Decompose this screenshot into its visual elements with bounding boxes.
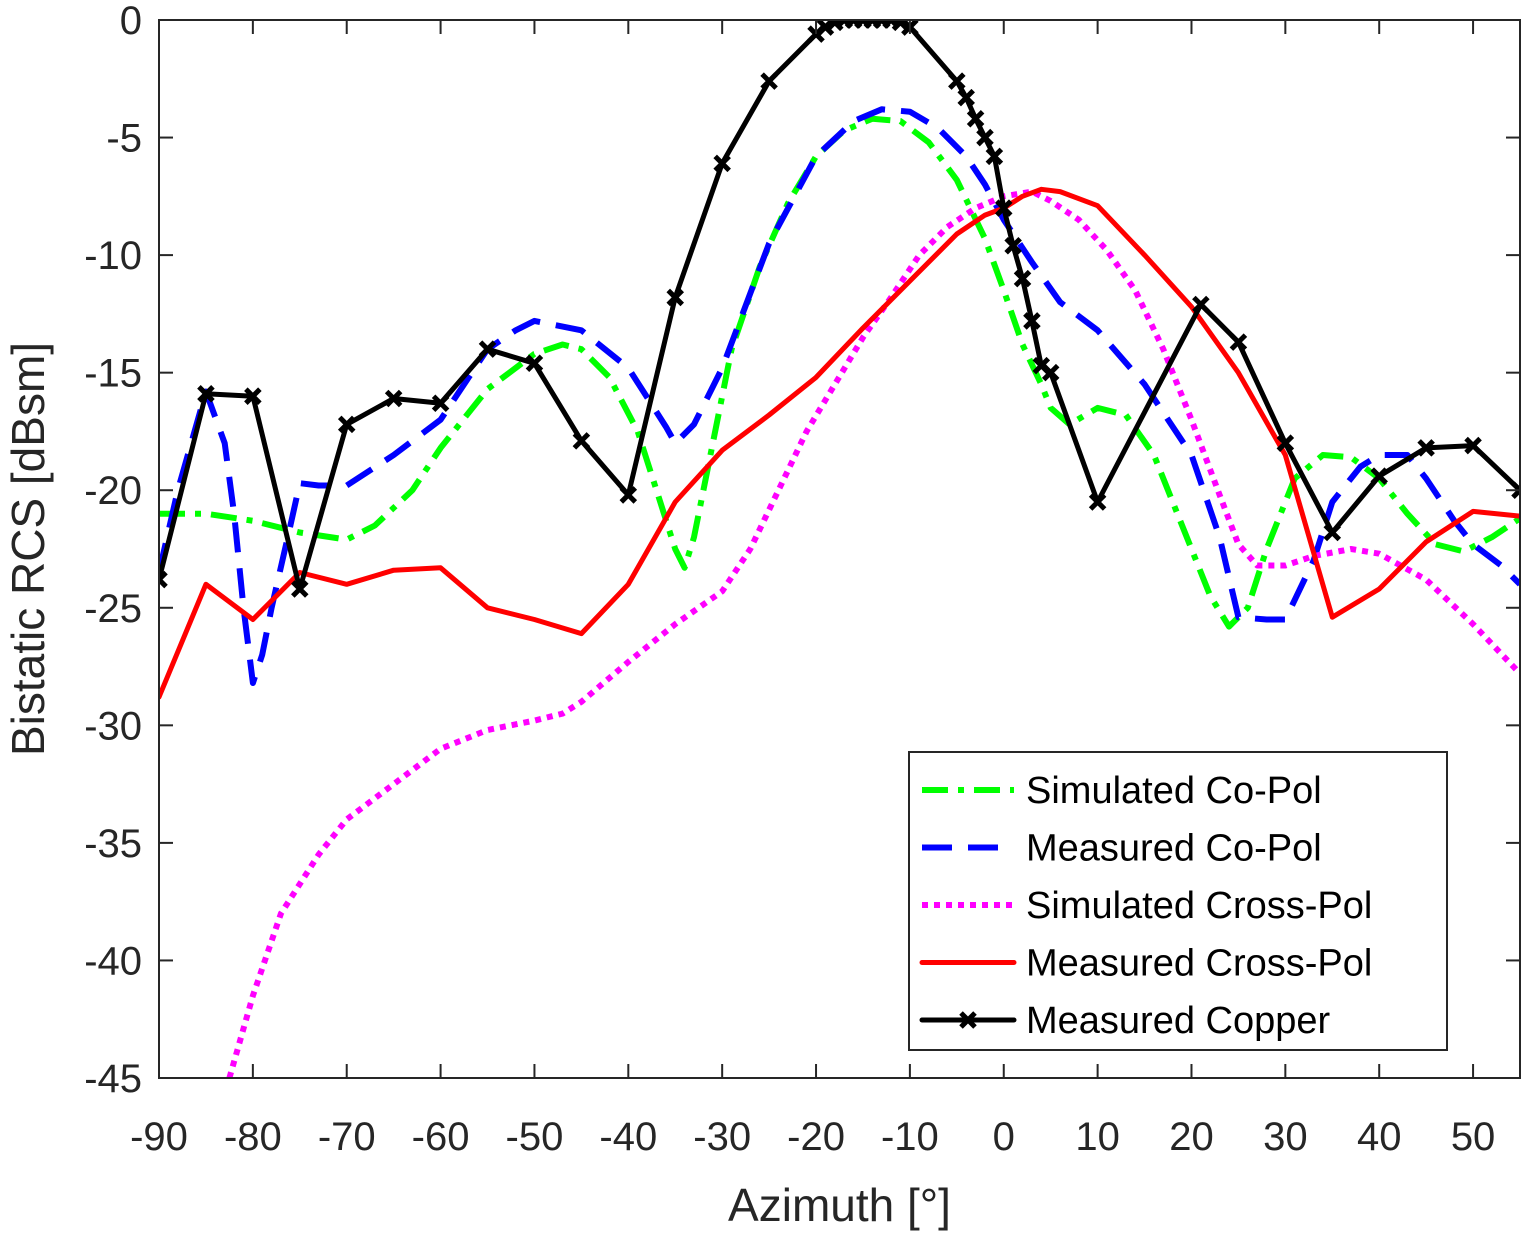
x-tick-label: -50 — [506, 1115, 564, 1159]
x-tick-label: 0 — [993, 1115, 1015, 1159]
y-tick-label: -45 — [84, 1057, 142, 1101]
x-tick-label: 50 — [1451, 1115, 1496, 1159]
series-measured-copper-marker-26 — [957, 88, 975, 107]
y-axis-label: Bistatic RCS [dBsm] — [2, 342, 54, 756]
y-tick-label: -40 — [84, 939, 142, 983]
tick-labels-layer: -90 -80 -70 -60 -50 -40 -30 -20 -10 0 10 20 30 40 50 0 -… — [84, 0, 1495, 1159]
y-tick-label: -15 — [84, 352, 142, 396]
y-tick-label: -10 — [84, 234, 142, 278]
series-measured-copper-marker-44 — [1511, 481, 1520, 499]
series-measured-copper-marker-8 — [525, 354, 544, 373]
series-measured-copper-marker-5 — [384, 389, 403, 408]
series-measured-copper-marker-7 — [478, 340, 497, 358]
series-measured-copper-marker-25 — [948, 72, 966, 90]
x-tick-label: 30 — [1263, 1115, 1308, 1159]
series-measured-copper-marker-30 — [994, 199, 1013, 217]
x-tick-label: -10 — [881, 1115, 939, 1159]
series-measured-copper-marker-10 — [619, 486, 638, 504]
y-tick-label: -5 — [106, 117, 142, 161]
y-tick-label: -20 — [84, 469, 142, 513]
series-measured-copper-marker-0 — [159, 570, 168, 589]
series-measured-copper-marker-38 — [1229, 333, 1248, 351]
series-measured-copper-marker-42 — [1417, 439, 1435, 457]
ticks-layer — [158, 19, 1520, 1079]
x-tick-label: -60 — [412, 1115, 470, 1159]
series-measured-copper-marker-37 — [1192, 295, 1210, 314]
series-measured-copper-marker-35 — [1041, 363, 1060, 382]
legend-entry-simulated-cross-pol: Simulated Cross-Pol — [922, 885, 1372, 927]
series-measured-copper-marker-6 — [431, 394, 450, 412]
series-measured-copper-marker-2 — [244, 387, 262, 405]
series-measured-copper-marker-23 — [891, 20, 910, 32]
y-tick-label: -30 — [84, 704, 142, 748]
series-simulated-co-pol — [159, 115, 1520, 630]
series-measured-copper-marker-40 — [1323, 523, 1342, 542]
y-tick-label: -35 — [84, 822, 142, 866]
legend-swatch-marker-0 — [959, 1011, 977, 1029]
x-tick-label: 40 — [1357, 1115, 1402, 1159]
series-measured-cross-pol — [159, 186, 1520, 700]
plot-area-border — [158, 19, 1521, 1079]
series-measured-copper-marker-28 — [976, 128, 994, 147]
legend-entry-measured-co-pol: Measured Co-Pol — [922, 828, 1322, 870]
series-measured-copper — [159, 20, 1520, 598]
series-measured-copper-marker-15 — [816, 20, 835, 36]
series-measured-copper-marker-1 — [197, 385, 215, 403]
series-measured-copper-marker-33 — [1023, 312, 1041, 330]
x-tick-label: 10 — [1075, 1115, 1120, 1159]
series-measured-copper-marker-36 — [1088, 493, 1107, 511]
x-tick-label: -20 — [787, 1115, 845, 1159]
y-tick-label: 0 — [120, 0, 142, 43]
legend-label: Measured Co-Pol — [1026, 828, 1322, 870]
series-measured-copper-marker-43 — [1464, 436, 1482, 455]
series-measured-copper-marker-32 — [1013, 269, 1032, 288]
legend-entry-simulated-co-pol: Simulated Co-Pol — [922, 770, 1322, 812]
series-line-measured-co-pol — [159, 106, 1520, 686]
series-measured-copper-marker-31 — [1004, 236, 1022, 255]
series-measured-copper-marker-27 — [966, 109, 985, 128]
legend-entry-measured-cross-pol: Measured Cross-Pol — [919, 943, 1372, 985]
series-measured-copper-marker-11 — [666, 288, 685, 307]
series-measured-copper-marker-4 — [337, 415, 356, 434]
x-tick-label: -40 — [599, 1115, 657, 1159]
legend: Simulated Co-Pol Measured Co-Pol Simulated… — [908, 751, 1448, 1051]
x-tick-label: 20 — [1169, 1115, 1214, 1159]
series-measured-copper-marker-9 — [572, 432, 591, 450]
series-line-measured-copper — [159, 20, 1520, 592]
series-layer — [159, 20, 1520, 1078]
legend-label: Measured Copper — [1026, 1000, 1331, 1042]
legend-label: Measured Cross-Pol — [1026, 943, 1372, 985]
x-tick-label: -70 — [318, 1115, 376, 1159]
series-measured-copper-marker-12 — [713, 154, 731, 173]
x-tick-label: -90 — [130, 1115, 188, 1159]
series-measured-copper-marker-41 — [1370, 467, 1388, 485]
legend-label: Simulated Cross-Pol — [1026, 885, 1372, 927]
series-measured-co-pol — [159, 106, 1520, 686]
series-line-measured-cross-pol — [159, 186, 1520, 700]
x-axis-label: Azimuth [°] — [728, 1179, 951, 1231]
x-tick-label: -80 — [224, 1115, 282, 1159]
legend-entries: Simulated Co-Pol Measured Co-Pol Simulated… — [919, 770, 1372, 1042]
series-measured-copper-marker-13 — [760, 72, 778, 90]
series-measured-copper-marker-3 — [291, 580, 309, 598]
legend-entry-measured-copper: Measured Copper — [919, 1000, 1331, 1042]
y-tick-label: -25 — [84, 587, 142, 631]
series-line-simulated-co-pol — [159, 115, 1520, 630]
series-measured-copper-marker-39 — [1276, 434, 1295, 452]
legend-box — [908, 751, 1448, 1051]
x-tick-label: -30 — [693, 1115, 751, 1159]
legend-label: Simulated Co-Pol — [1026, 770, 1322, 812]
series-measured-copper-marker-29 — [985, 147, 1004, 166]
